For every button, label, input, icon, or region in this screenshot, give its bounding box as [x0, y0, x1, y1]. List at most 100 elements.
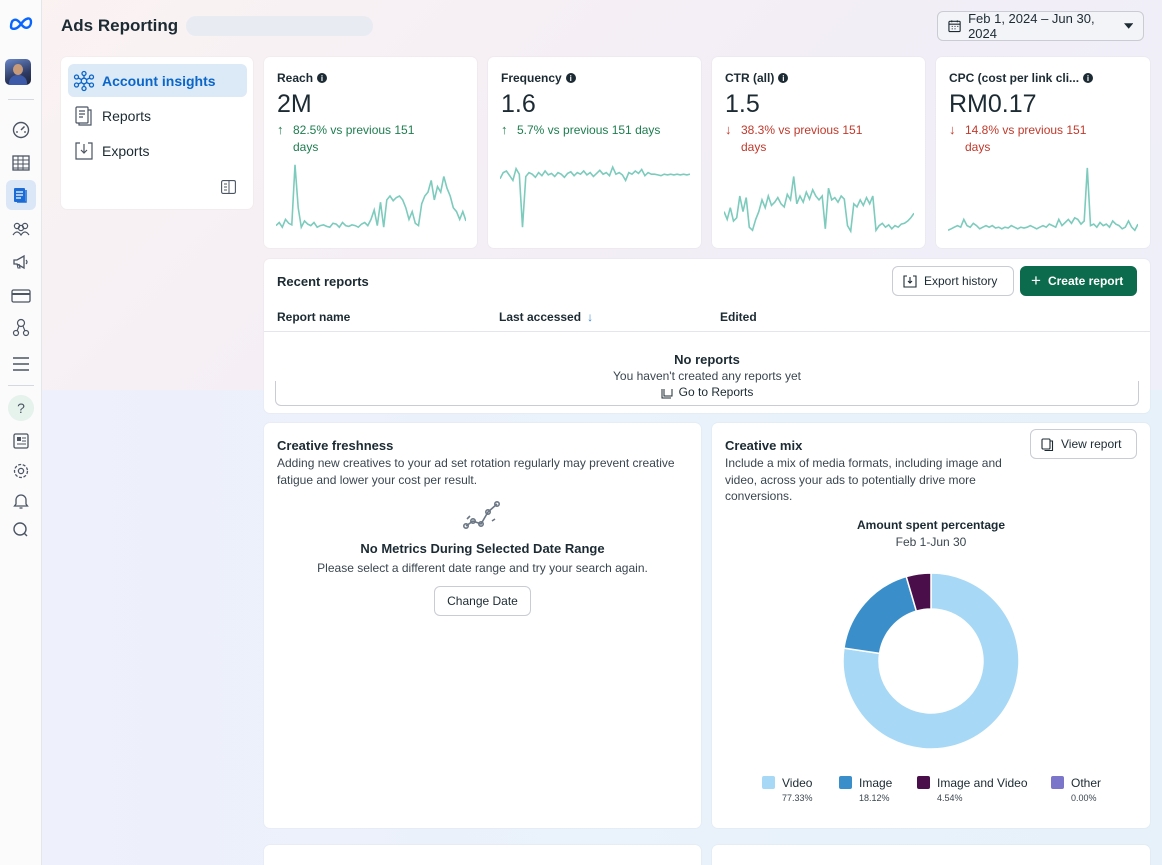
export-icon — [903, 275, 917, 288]
sort-arrow-down-icon: ↓ — [587, 310, 594, 324]
arrow-down-icon: ↓ — [725, 122, 732, 137]
meta-logo-icon[interactable] — [6, 8, 36, 38]
sparkline-chart — [724, 176, 914, 234]
billing-icon[interactable] — [6, 281, 36, 311]
exports-icon — [75, 141, 93, 160]
nav-item-label: Exports — [102, 142, 150, 159]
section-description: Adding new creatives to your ad set rota… — [277, 456, 675, 487]
column-header-last-accessed[interactable]: Last accessed ↓ — [499, 310, 594, 324]
change-date-button[interactable]: Change Date — [434, 586, 531, 616]
legend-item[interactable]: Image and Video 4.54% — [917, 776, 1028, 803]
view-report-button[interactable]: View report — [1030, 429, 1137, 459]
arrow-up-icon: ↑ — [501, 122, 508, 137]
bottom-card-right — [712, 845, 1150, 865]
legend-label: Other — [1071, 776, 1102, 790]
calendar-icon — [948, 20, 961, 33]
go-to-reports-button[interactable]: Go to Reports — [275, 381, 1139, 406]
section-title: Creative mix — [725, 438, 803, 453]
date-range-label: Feb 1, 2024 – Jun 30, 2024 — [968, 11, 1095, 41]
nav-item-reports[interactable]: Reports — [68, 99, 247, 132]
metric-card-reach[interactable]: Reach i 2M ↑ 82.5% vs previous 151 days — [264, 57, 477, 248]
left-rail: ? — [0, 0, 42, 865]
export-history-button[interactable]: Export history — [892, 266, 1014, 296]
metric-delta: ↑ 82.5% vs previous 151 days — [277, 122, 415, 154]
donut-slice-video[interactable] — [842, 572, 1020, 750]
legend-item[interactable]: Video 77.33% — [762, 776, 813, 803]
account-selector-placeholder[interactable] — [186, 16, 373, 36]
chart-subtitle: Feb 1-Jun 30 — [895, 535, 967, 549]
column-header-report-name[interactable]: Report name — [277, 310, 351, 324]
bottom-card-left — [264, 845, 701, 865]
metric-delta: ↓ 14.8% vs previous 151 days — [949, 122, 1087, 154]
sparkline-chart — [276, 164, 466, 230]
metric-title: Reach i — [277, 71, 328, 85]
metric-card-ctr[interactable]: CTR (all) i 1.5 ↓ 38.3% vs previous 151 day… — [712, 57, 925, 248]
donut-slice-image[interactable] — [843, 575, 918, 655]
legend-swatch — [762, 776, 775, 789]
date-range-picker[interactable]: Feb 1, 2024 – Jun 30, 2024 — [937, 11, 1144, 41]
arrow-up-icon: ↑ — [277, 122, 284, 137]
trend-line-icon — [462, 499, 503, 536]
metric-delta: ↓ 38.3% vs previous 151 days — [725, 122, 863, 154]
insights-nav-card: Account insights Reports Exports — [61, 57, 253, 209]
reports-icon — [1041, 437, 1054, 451]
legend-percentage: 0.00% — [1071, 793, 1097, 803]
search-icon[interactable] — [6, 515, 36, 545]
legend-swatch — [917, 776, 930, 789]
table-icon[interactable] — [6, 148, 36, 178]
help-icon[interactable]: ? — [6, 393, 36, 423]
metric-value: 1.5 — [725, 90, 760, 118]
nav-item-exports[interactable]: Exports — [68, 134, 247, 167]
page-title: Ads Reporting — [61, 16, 179, 35]
audience-icon[interactable] — [6, 214, 36, 244]
empty-state-subtitle: Please select a different date range and… — [317, 561, 648, 575]
menu-icon[interactable] — [6, 349, 36, 379]
chevron-down-icon — [1123, 23, 1133, 29]
metric-card-cpc[interactable]: CPC (cost per link cli... i RM0.17 ↓ 14.8%… — [936, 57, 1150, 248]
legend-item[interactable]: Image 18.12% — [839, 776, 893, 803]
creative-mix-card: Creative mix Include a mix of media form… — [712, 423, 1150, 828]
legend-swatch — [839, 776, 852, 789]
nav-item-account-insights[interactable]: Account insights — [68, 64, 247, 97]
sparkline-chart — [948, 167, 1138, 232]
empty-state-title: No Metrics During Selected Date Range — [360, 541, 605, 556]
reports-icon — [75, 105, 92, 126]
legend-label: Image — [859, 776, 893, 790]
legend-swatch — [1051, 776, 1064, 789]
info-icon[interactable]: i — [778, 73, 789, 83]
news-icon[interactable] — [6, 426, 36, 456]
column-header-edited[interactable]: Edited — [720, 310, 757, 324]
info-icon[interactable]: i — [1083, 73, 1094, 83]
section-title: Recent reports — [277, 274, 369, 289]
nav-item-label: Account insights — [102, 72, 216, 89]
svg-text:?: ? — [17, 400, 25, 416]
donut-slice-image-and-video[interactable] — [905, 572, 932, 613]
settings-icon[interactable] — [6, 456, 36, 486]
reports-nav-icon[interactable] — [6, 180, 36, 210]
metric-card-frequency[interactable]: Frequency i 1.6 ↑ 5.7% vs previous 151 day… — [488, 57, 701, 248]
legend-percentage: 18.12% — [859, 793, 890, 803]
network-icon — [73, 70, 95, 91]
notifications-icon[interactable] — [6, 486, 36, 516]
metric-value: 1.6 — [501, 90, 536, 118]
legend-item[interactable]: Other 0.00% — [1051, 776, 1102, 803]
collapse-panel-icon[interactable] — [221, 180, 236, 199]
plus-icon: + — [1031, 271, 1041, 290]
arrow-down-icon: ↓ — [949, 122, 956, 137]
avatar[interactable] — [5, 59, 31, 85]
metric-delta: ↑ 5.7% vs previous 151 days — [501, 122, 661, 137]
info-icon[interactable]: i — [317, 73, 328, 83]
info-icon[interactable]: i — [565, 73, 576, 83]
create-report-button[interactable]: + Create report — [1020, 266, 1137, 296]
section-title: Creative freshness — [277, 438, 394, 453]
legend-percentage: 77.33% — [782, 793, 813, 803]
legend-label: Video — [782, 776, 813, 790]
sparkline-chart — [500, 164, 690, 228]
megaphone-icon[interactable] — [6, 247, 36, 277]
section-description: Include a mix of media formats, includin… — [725, 456, 1002, 503]
metric-value: 2M — [277, 90, 312, 118]
network-icon[interactable] — [6, 313, 36, 343]
legend-percentage: 4.54% — [937, 793, 963, 803]
sparkline-series — [724, 176, 914, 234]
dashboard-icon[interactable] — [6, 115, 36, 145]
